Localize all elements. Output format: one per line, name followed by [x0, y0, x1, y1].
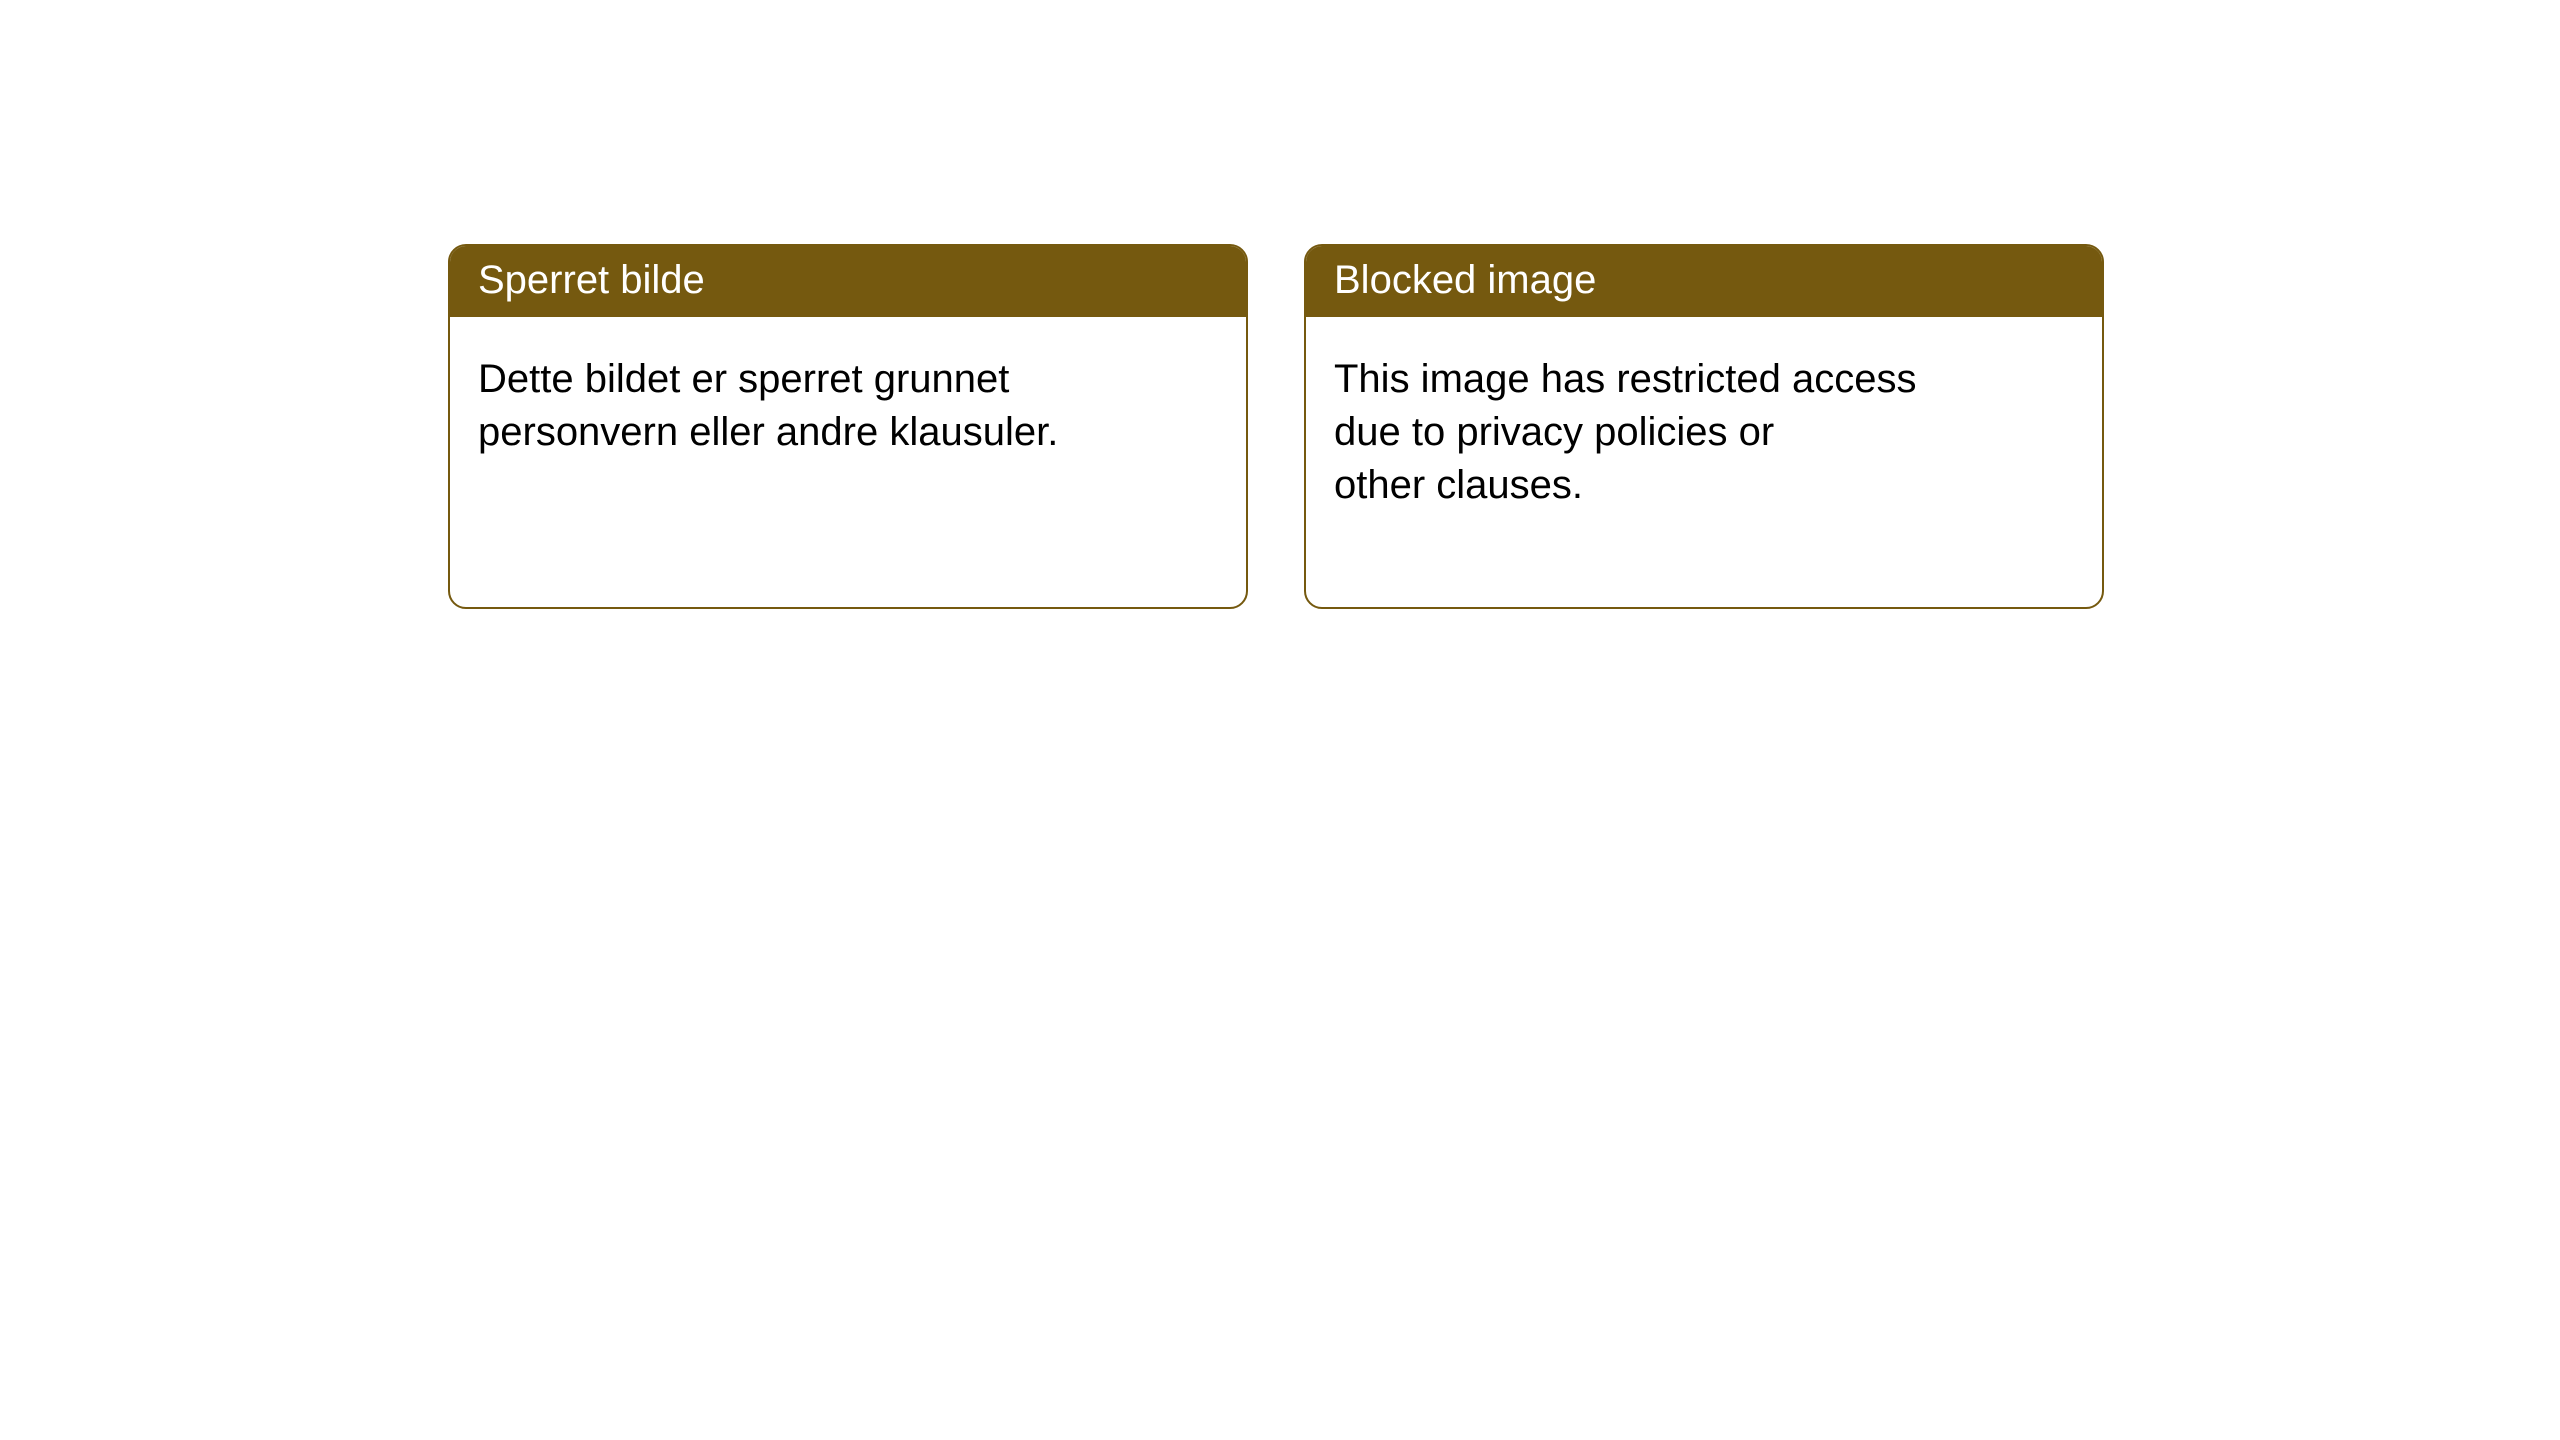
notice-body-line: personvern eller andre klausuler.: [478, 406, 1218, 459]
notice-body-line: due to privacy policies or: [1334, 406, 2074, 459]
notice-container: Sperret bilde Dette bildet er sperret gr…: [0, 0, 2560, 609]
notice-body-line: Dette bildet er sperret grunnet: [478, 353, 1218, 406]
notice-body-line: This image has restricted access: [1334, 353, 2074, 406]
notice-header: Sperret bilde: [450, 246, 1246, 317]
notice-body: Dette bildet er sperret grunnet personve…: [450, 317, 1246, 555]
notice-card-norwegian: Sperret bilde Dette bildet er sperret gr…: [448, 244, 1248, 609]
notice-header: Blocked image: [1306, 246, 2102, 317]
notice-body: This image has restricted access due to …: [1306, 317, 2102, 607]
notice-card-english: Blocked image This image has restricted …: [1304, 244, 2104, 609]
notice-body-line: other clauses.: [1334, 459, 2074, 512]
